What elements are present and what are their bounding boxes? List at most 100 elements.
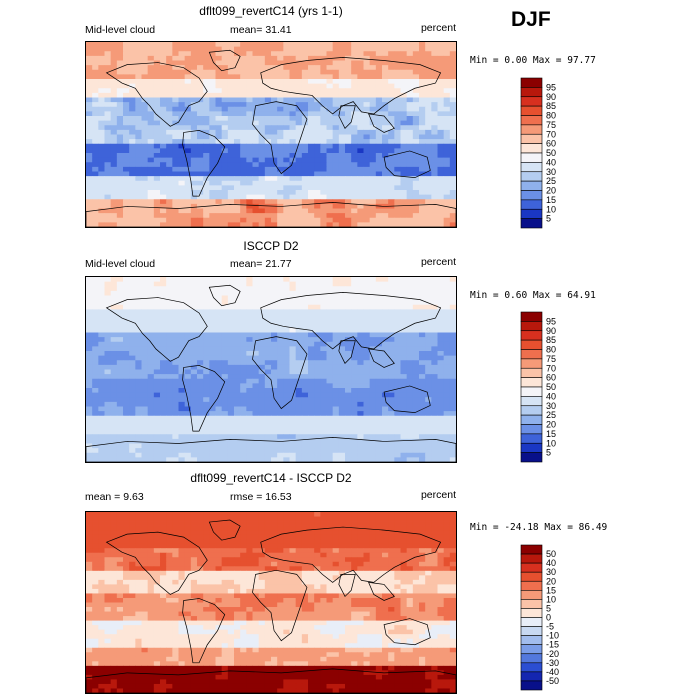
- field-cell: [437, 60, 445, 66]
- field-cell: [129, 457, 136, 462]
- field-cell: [116, 153, 124, 159]
- field-cell: [289, 277, 297, 283]
- field-cell: [338, 157, 346, 163]
- field-cell: [369, 69, 377, 75]
- field-cell: [234, 443, 241, 449]
- field-cell: [437, 290, 445, 296]
- field-cell: [443, 134, 451, 140]
- field-cell: [264, 337, 272, 343]
- field-cell: [271, 97, 278, 103]
- field-cell: [227, 392, 235, 398]
- field-cell: [449, 415, 456, 421]
- field-cell: [104, 355, 112, 361]
- field-cell: [301, 452, 309, 458]
- field-cell: [197, 512, 204, 517]
- field-cell: [227, 318, 235, 324]
- field-cell: [406, 102, 414, 108]
- field-cell: [295, 134, 303, 140]
- field-cell: [209, 351, 216, 357]
- field-cell: [234, 438, 241, 444]
- field-cell: [178, 290, 186, 296]
- field-cell: [166, 148, 173, 154]
- field-cell: [332, 415, 340, 421]
- field-cell: [203, 69, 210, 75]
- field-cell: [141, 452, 149, 458]
- field-cell: [240, 438, 247, 444]
- field-cell: [314, 69, 321, 75]
- field-cell: [190, 337, 198, 343]
- colorbar-tick-label: 40: [546, 391, 556, 401]
- field-cell: [419, 194, 426, 200]
- field-cell: [197, 452, 204, 458]
- field-cell: [431, 438, 438, 444]
- field-cell: [258, 434, 266, 440]
- field-cell: [332, 346, 340, 352]
- field-cell: [400, 346, 408, 352]
- field-cell: [221, 443, 229, 449]
- field-cell: [92, 134, 99, 140]
- field-cell: [357, 148, 364, 154]
- field-cell: [326, 415, 334, 421]
- field-cell: [141, 125, 149, 131]
- field-cell: [184, 277, 192, 283]
- field-cell: [258, 157, 266, 163]
- field-cell: [301, 69, 309, 75]
- field-cell: [326, 318, 334, 324]
- field-cell: [264, 448, 272, 454]
- field-cell: [283, 208, 290, 214]
- field-cell: [98, 111, 105, 117]
- field-cell: [295, 171, 303, 177]
- field-cell: [406, 415, 414, 421]
- field-cell: [147, 148, 155, 154]
- field-cell: [92, 203, 99, 209]
- field-cell: [227, 457, 235, 462]
- field-cell: [197, 355, 204, 361]
- field-cell: [86, 143, 93, 149]
- field-cell: [104, 148, 112, 154]
- field-cell: [326, 429, 334, 435]
- field-cell: [160, 281, 167, 287]
- field-cell: [116, 415, 124, 421]
- field-cell: [332, 148, 340, 154]
- field-cell: [215, 383, 223, 389]
- field-cell: [314, 323, 321, 329]
- field-cell: [172, 166, 179, 172]
- field-cell: [326, 388, 334, 394]
- field-cell: [172, 116, 179, 122]
- field-cell: [264, 309, 272, 315]
- field-cell: [314, 199, 321, 205]
- field-cell: [363, 420, 371, 426]
- field-cell: [437, 116, 445, 122]
- field-cell: [425, 364, 432, 370]
- field-cell: [240, 199, 247, 205]
- field-cell: [264, 69, 272, 75]
- field-cell: [301, 512, 309, 517]
- field-cell: [264, 304, 272, 310]
- field-cell: [86, 341, 93, 347]
- field-cell: [314, 434, 321, 440]
- field-cell: [394, 369, 401, 375]
- field-cell: [197, 116, 204, 122]
- field-cell: [246, 388, 253, 394]
- field-cell: [320, 166, 327, 172]
- field-cell: [203, 355, 210, 361]
- field-cell: [197, 166, 204, 172]
- field-cell: [443, 120, 451, 126]
- field-cell: [283, 46, 290, 52]
- field-cell: [203, 102, 210, 108]
- field-cell: [375, 125, 383, 131]
- field-cell: [277, 332, 284, 338]
- field-cell: [301, 327, 309, 333]
- field-cell: [190, 304, 198, 310]
- field-cell: [172, 213, 179, 219]
- field-cell: [129, 378, 136, 384]
- field-cell: [252, 443, 260, 449]
- field-cell: [252, 295, 260, 301]
- field-cell: [104, 452, 112, 458]
- field-cell: [240, 134, 247, 140]
- field-cell: [203, 425, 210, 431]
- field-cell: [221, 60, 229, 66]
- field-cell: [314, 383, 321, 389]
- field-cell: [203, 143, 210, 149]
- field-cell: [289, 180, 297, 186]
